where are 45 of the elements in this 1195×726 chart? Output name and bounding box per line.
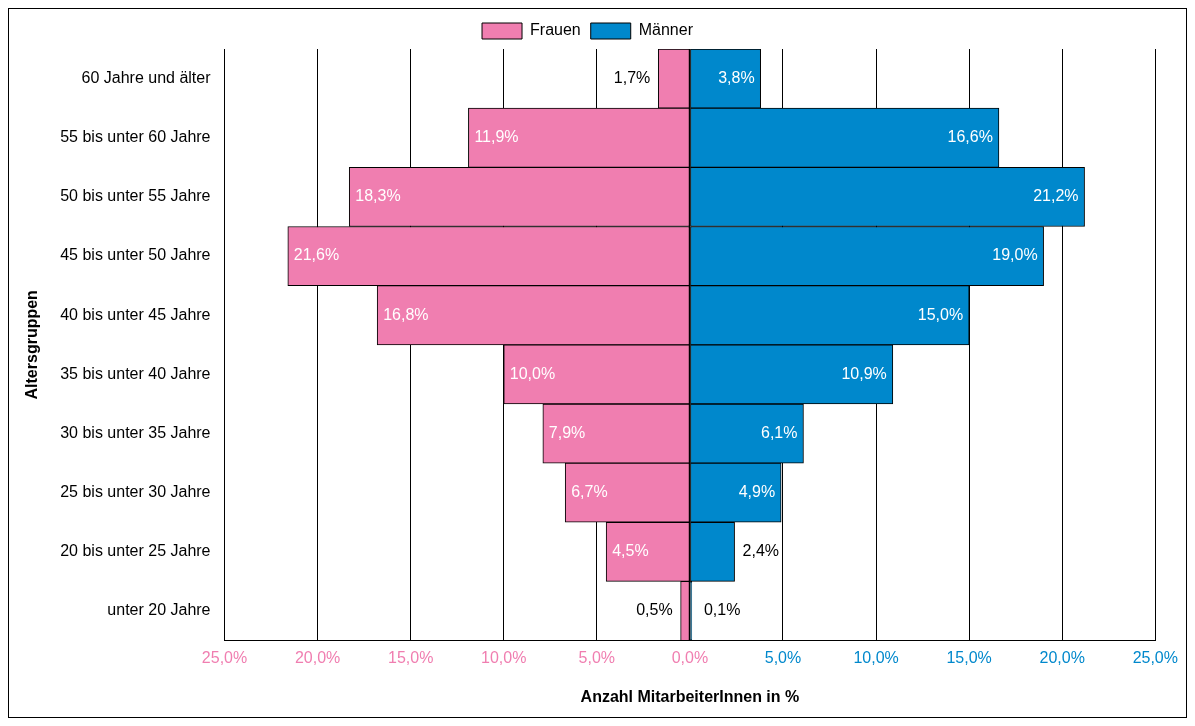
x-tick-label: 10,0% [481,648,527,666]
data-label: 16,6% [947,128,993,146]
data-label: 21,6% [293,246,340,264]
data-label: 15,0% [917,305,964,323]
data-label: 10,9% [841,364,887,382]
data-label: 6,7% [571,483,608,501]
data-label: 2,4% [742,542,780,560]
x-tick-label: 25,0% [201,648,248,666]
x-tick-label: 20,0% [294,648,341,666]
y-tick-label: unter 20 Jahre [107,601,211,619]
y-axis-title: Altersgruppen [23,290,41,400]
data-label: 3,8% [718,68,755,86]
y-tick-label: 45 bis unter 50 Jahre [60,246,211,264]
data-label: 18,3% [355,187,401,205]
y-tick-label: 20 bis unter 25 Jahre [60,542,211,560]
y-tick-label: 25 bis unter 30 Jahre [60,483,211,501]
x-tick-label: 10,0% [853,648,899,666]
x-tick-label: 5,0% [764,648,802,666]
y-tick-label: 40 bis unter 45 Jahre [60,305,211,323]
data-label: 10,0% [509,364,556,382]
data-label: 0,5% [636,601,673,619]
data-label: 16,8% [383,305,429,323]
x-tick-label: 15,0% [387,648,434,666]
x-tick-label: 5,0% [578,648,616,666]
data-label: 1,7% [613,68,651,86]
data-label: 4,9% [738,483,776,501]
data-label: 7,9% [548,423,586,441]
x-tick-label: 25,0% [1132,648,1178,666]
legend-label: Frauen [530,21,581,39]
x-tick-label: 20,0% [1039,648,1085,666]
y-tick-label: 55 bis unter 60 Jahre [60,128,211,146]
x-axis-title: Anzahl MitarbeiterInnen in % [580,687,800,705]
data-label: 21,2% [1033,187,1079,205]
data-label: 19,0% [992,246,1038,264]
data-label: 4,5% [612,542,649,560]
y-tick-label: 35 bis unter 40 Jahre [60,364,211,382]
y-tick-label: 60 Jahre und älter [81,68,212,86]
legend-label: Männer [638,21,694,39]
data-label: 11,9% [474,128,519,146]
data-label: 0,1% [703,601,741,619]
x-tick-label: 15,0% [946,648,992,666]
x-tick-label: 0,0% [671,648,709,666]
data-label: 6,1% [761,423,798,441]
y-tick-label: 30 bis unter 35 Jahre [60,423,211,441]
y-tick-label: 50 bis unter 55 Jahre [60,187,211,205]
